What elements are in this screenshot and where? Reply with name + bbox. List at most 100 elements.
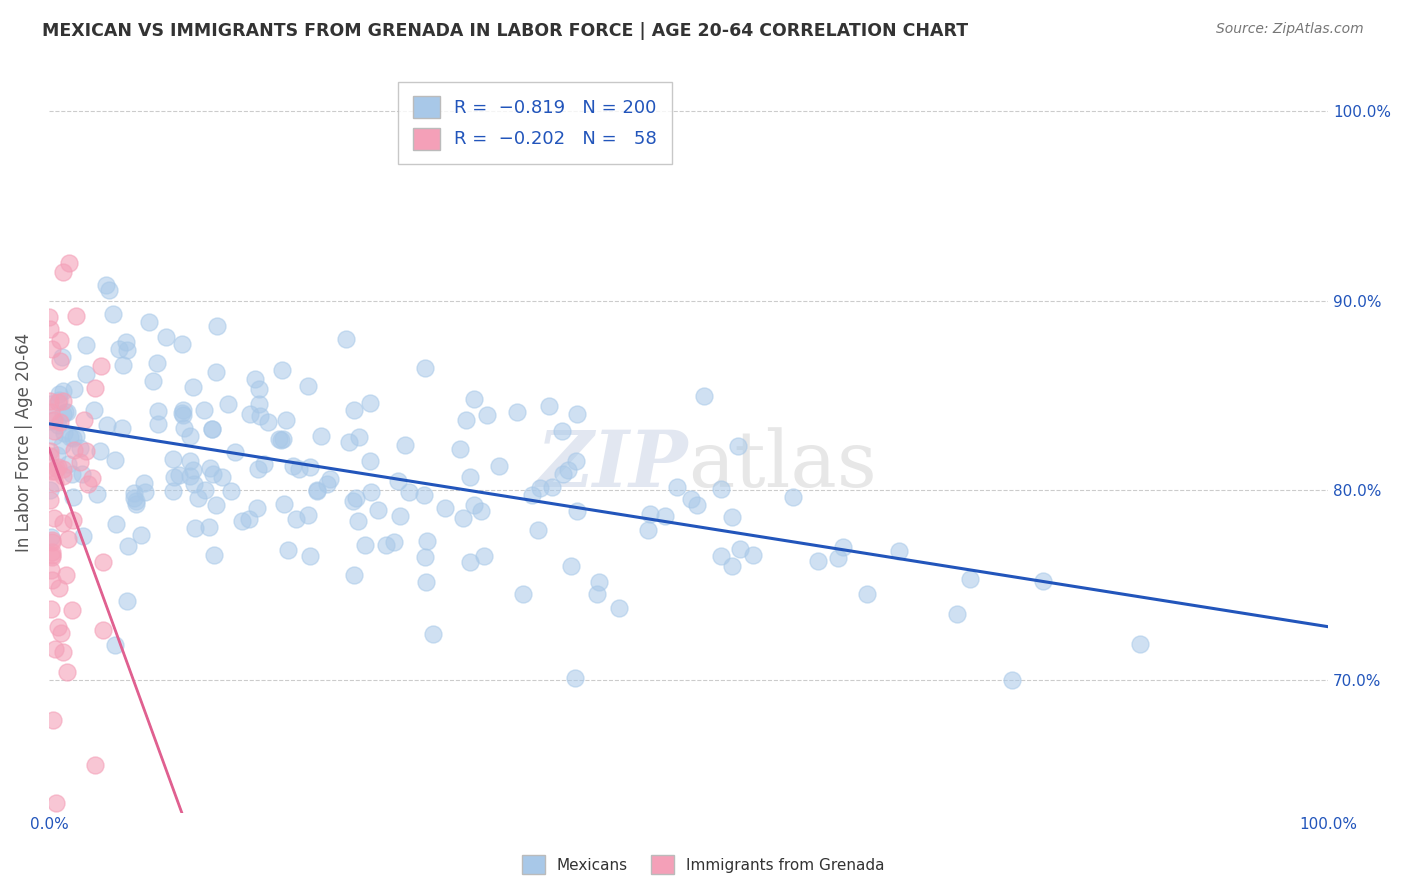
Point [553, 467, 575, 482]
Point [475, 408, 498, 422]
Point [167, 467, 190, 482]
Point [197, 520, 219, 534]
Point [693, 389, 716, 403]
Point [271, 433, 294, 447]
Point [62, 431, 84, 445]
Point [62, 383, 84, 397]
Point [637, 524, 659, 538]
Point [84, 758, 107, 772]
Point [540, 480, 562, 494]
Point [125, 497, 148, 511]
Point [388, 509, 411, 524]
Point [38, 393, 60, 408]
Point [89, 443, 111, 458]
Point [62, 513, 84, 527]
Point [51, 350, 73, 364]
Point [449, 442, 471, 457]
Point [132, 475, 155, 490]
Point [44, 464, 66, 478]
Point [782, 490, 804, 504]
Point [526, 523, 548, 537]
Point [44, 413, 66, 427]
Point [557, 463, 579, 477]
Point [316, 477, 339, 491]
Point [39, 563, 62, 577]
Point [335, 332, 357, 346]
Point [56, 405, 79, 419]
Point [162, 484, 184, 499]
Point [52, 468, 75, 483]
Point [91, 624, 114, 638]
Point [105, 517, 128, 532]
Point [360, 485, 382, 500]
Point [179, 454, 201, 468]
Point [115, 593, 138, 607]
Point [46, 395, 69, 409]
Point [86, 487, 108, 501]
Legend: R =  −0.819   N = 200, R =  −0.202   N =   58: R = −0.819 N = 200, R = −0.202 N = 58 [398, 82, 672, 164]
Point [297, 379, 319, 393]
Point [49, 333, 72, 347]
Point [65, 429, 87, 443]
Point [39, 449, 62, 463]
Point [946, 607, 969, 622]
Point [453, 511, 475, 525]
Point [359, 396, 381, 410]
Point [488, 459, 510, 474]
Y-axis label: In Labor Force | Age 20-64: In Labor Force | Age 20-64 [15, 334, 32, 552]
Point [52, 645, 75, 659]
Point [170, 407, 193, 421]
Point [505, 405, 527, 419]
Point [217, 397, 239, 411]
Point [560, 559, 582, 574]
Point [205, 319, 228, 334]
Point [413, 550, 436, 565]
Point [267, 432, 290, 446]
Point [41, 545, 63, 559]
Point [75, 338, 97, 352]
Point [72, 413, 94, 427]
Point [353, 538, 375, 552]
Point [39, 530, 62, 544]
Point [41, 549, 63, 564]
Point [181, 379, 204, 393]
Point [104, 638, 127, 652]
Point [710, 482, 733, 496]
Point [721, 509, 744, 524]
Point [247, 382, 270, 396]
Point [101, 307, 124, 321]
Point [299, 460, 322, 475]
Point [413, 488, 436, 502]
Point [108, 342, 131, 356]
Point [96, 277, 118, 292]
Point [52, 393, 75, 408]
Point [454, 413, 477, 427]
Point [162, 451, 184, 466]
Point [41, 533, 63, 548]
Point [115, 343, 138, 357]
Point [337, 435, 360, 450]
Text: Source: ZipAtlas.com: Source: ZipAtlas.com [1216, 22, 1364, 37]
Point [288, 462, 311, 476]
Point [640, 508, 662, 522]
Point [681, 491, 703, 506]
Point [179, 469, 201, 483]
Point [470, 504, 492, 518]
Point [129, 528, 152, 542]
Point [463, 498, 485, 512]
Point [551, 425, 574, 439]
Point [247, 397, 270, 411]
Point [422, 626, 444, 640]
Legend: Mexicans, Immigrants from Grenada: Mexicans, Immigrants from Grenada [516, 849, 890, 880]
Point [463, 392, 485, 407]
Point [183, 477, 205, 491]
Point [46, 448, 69, 462]
Point [184, 521, 207, 535]
Point [458, 470, 481, 484]
Point [41, 549, 63, 563]
Point [75, 367, 97, 381]
Point [309, 429, 332, 443]
Point [394, 437, 416, 451]
Point [52, 265, 75, 279]
Point [1128, 637, 1150, 651]
